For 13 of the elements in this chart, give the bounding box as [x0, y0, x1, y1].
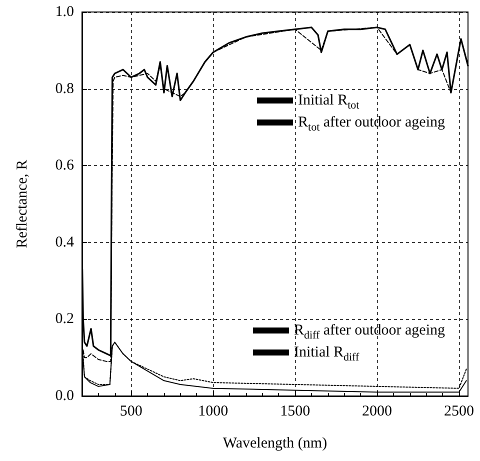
- y-tick-label: 0.4: [55, 234, 74, 250]
- y-tick-label: 0.6: [55, 158, 74, 174]
- x-tick-label: 1500: [280, 404, 310, 420]
- x-tick-label: 2000: [362, 404, 392, 420]
- x-tick-label: 1000: [198, 404, 228, 420]
- x-tick-label: 500: [120, 404, 142, 420]
- y-axis-title: Reflectance, R: [14, 160, 30, 248]
- y-tick-label: 0.2: [55, 311, 74, 328]
- x-tick-label: 2500: [444, 404, 474, 420]
- x-axis-title: Wavelength (nm): [222, 436, 328, 452]
- y-tick-label: 0.8: [55, 80, 74, 97]
- y-tick-label: 1.0: [55, 4, 74, 20]
- y-tick-label: 0.0: [55, 388, 74, 404]
